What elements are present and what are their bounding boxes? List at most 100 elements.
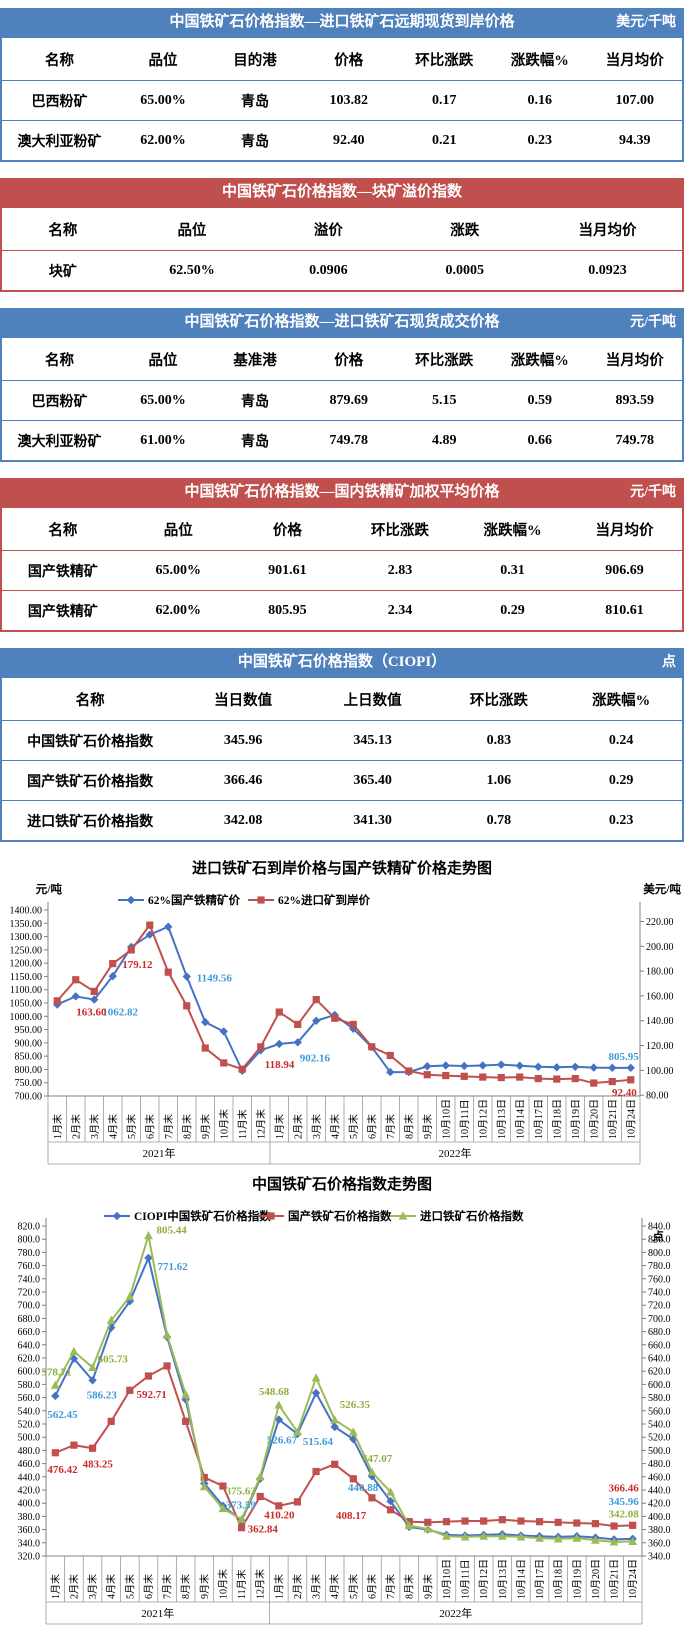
- table-cell: 0.17: [396, 80, 492, 121]
- right-tick-label: 500.0: [648, 1446, 671, 1457]
- chart-block-cfr-vs-domestic: 进口铁矿石到岸价格与国产铁精矿价格走势图 700.00 750.00 800.00 8…: [0, 858, 684, 1172]
- table-row: 国产铁矿石价格指数 366.46 365.40 1.06 0.29: [1, 760, 683, 801]
- table-row: 国产铁精矿 65.00% 901.61 2.83 0.31 906.69: [1, 550, 683, 591]
- column-header: 价格: [301, 37, 397, 81]
- data-point-marker: [608, 1077, 616, 1086]
- table-cell: 5.15: [396, 380, 492, 421]
- data-point-marker: [275, 1039, 284, 1049]
- data-point-marker: [386, 1067, 395, 1077]
- table-row: 进口铁矿石价格指数 342.08 341.30 0.78 0.23: [1, 800, 683, 841]
- data-point-marker: [255, 1472, 265, 1481]
- price-table-3: 中国铁矿石价格指数—进口铁矿石现货成交价格 元/千吨 名称 品位 基准港 价格 环比涨跌 涨跌…: [0, 308, 684, 462]
- x-axis-label: 6月末: [143, 1114, 156, 1139]
- table-cell: 0.83: [437, 720, 561, 761]
- x-axis-label: 11月末: [235, 1569, 248, 1599]
- x-axis-label: 7月末: [161, 1574, 174, 1599]
- data-point-marker: [219, 1482, 227, 1490]
- table-cell: 国产铁矿石价格指数: [1, 760, 179, 801]
- column-header: 名称: [1, 507, 124, 551]
- left-tick-label: 1150.00: [10, 972, 42, 983]
- left-tick-label: 580.0: [18, 1380, 41, 1391]
- data-point-marker: [237, 1514, 246, 1523]
- x-axis-label: 10月21日: [609, 1559, 621, 1599]
- table-cell: 国产铁精矿: [1, 590, 124, 631]
- left-tick-label: 780.0: [18, 1248, 41, 1259]
- data-point-marker: [257, 1043, 265, 1051]
- table-row: 巴西粉矿 65.00% 青岛 879.69 5.15 0.59 893.59: [1, 380, 683, 421]
- price-table-5: 中国铁矿石价格指数（CIOPI）点名称 当日数值 上日数值 环比涨跌 涨跌幅% 中国铁矿石…: [0, 648, 684, 842]
- table-cell: 0.16: [492, 80, 588, 121]
- data-point-marker: [552, 1063, 561, 1072]
- table-cell: 2.83: [341, 550, 458, 591]
- data-point-marker: [199, 1482, 209, 1491]
- data-point-marker: [256, 1492, 264, 1501]
- table-cell: 0.0005: [396, 250, 533, 291]
- right-tick-label: 440.0: [648, 1486, 671, 1497]
- column-header: 涨跌幅%: [492, 337, 588, 381]
- x-axis-label: 10月末: [216, 1569, 229, 1599]
- x-axis-label: 9月末: [198, 1574, 211, 1599]
- right-tick-label: 560.0: [648, 1406, 671, 1417]
- right-tick-label: 820.0: [648, 1235, 671, 1246]
- left-tick-label: 740.0: [18, 1274, 41, 1285]
- right-tick-label: 120.00: [646, 1041, 674, 1052]
- data-point-marker: [71, 992, 80, 1001]
- left-axis-unit: 元/吨: [36, 882, 63, 896]
- left-tick-label: 640.0: [18, 1340, 41, 1351]
- table-cell: 0.31: [457, 550, 568, 591]
- column-header: 品位: [123, 207, 261, 251]
- data-point-marker: [181, 1389, 191, 1398]
- data-point-marker: [517, 1517, 525, 1525]
- x-axis-label: 5月末: [123, 1574, 136, 1599]
- data-label: 362.84: [248, 1524, 279, 1536]
- left-tick-label: 660.0: [18, 1327, 41, 1338]
- x-axis-label: 8月末: [403, 1574, 416, 1599]
- table-cell: 65.00%: [116, 380, 209, 421]
- left-tick-label: 900.00: [15, 1038, 43, 1049]
- column-header: 环比涨跌: [437, 677, 561, 721]
- data-label: 410.20: [264, 1509, 295, 1521]
- column-header: 名称: [1, 207, 124, 251]
- data-label: 1149.56: [197, 973, 233, 985]
- data-point-marker: [112, 1211, 122, 1221]
- price-table-2: 中国铁矿石价格指数—块矿溢价指数 名称 品位 溢价 涨跌 当月均价 块矿 62.50% 0.09…: [0, 178, 684, 292]
- left-tick-label: 440.0: [18, 1472, 41, 1483]
- data-point-marker: [70, 1441, 78, 1449]
- data-point-marker: [293, 1038, 302, 1047]
- x-axis-label: 9月末: [421, 1114, 434, 1139]
- data-label: 179.12: [122, 959, 153, 971]
- table-cell: 0.0923: [532, 250, 683, 291]
- data-label: 805.44: [156, 1225, 187, 1237]
- x-axis-label: 10月20日: [590, 1559, 602, 1599]
- data-point-marker: [125, 1292, 135, 1301]
- column-header: 涨跌幅%: [560, 677, 683, 721]
- left-tick-label: 1100.00: [10, 985, 42, 996]
- data-point-marker: [257, 896, 265, 904]
- data-point-marker: [107, 1417, 115, 1425]
- table-row: 国产铁精矿 62.00% 805.95 2.34 0.29 810.61: [1, 590, 683, 631]
- price-table-1: 中国铁矿石价格指数—进口铁矿石远期现货到岸价格 美元/千吨 名称 品位 目的港 价格 环比涨…: [0, 8, 684, 162]
- table-header-row: 名称 品位 目的港 价格 环比涨跌 涨跌幅% 当月均价: [1, 37, 683, 81]
- data-point-marker: [423, 1071, 431, 1079]
- x-axis-label: 10月14日: [515, 1559, 527, 1599]
- right-tick-label: 360.0: [648, 1538, 671, 1549]
- x-axis-label: 10月11日: [460, 1559, 472, 1599]
- data-label: 902.16: [300, 1052, 331, 1064]
- x-axis-label: 2月末: [291, 1574, 304, 1599]
- left-tick-label: 460.0: [18, 1459, 41, 1470]
- data-point-marker: [293, 1427, 302, 1436]
- left-tick-label: 420.0: [18, 1486, 41, 1497]
- table-cell: 65.00%: [123, 550, 233, 591]
- chart-canvas-0: 700.00 750.00 800.00 850.00 900.00 950.00 1000…: [10, 882, 681, 1165]
- data-point-marker: [312, 996, 320, 1004]
- column-header: 名称: [1, 37, 117, 81]
- table-cell: 0.29: [560, 760, 683, 801]
- table-cell: 0.21: [396, 120, 492, 161]
- data-point-marker: [331, 1460, 339, 1468]
- data-point-marker: [367, 1467, 377, 1476]
- left-tick-label: 820.0: [18, 1222, 41, 1233]
- year-label: 2022年: [439, 1146, 472, 1160]
- table-cell: 4.89: [396, 420, 492, 461]
- data-label: 447.07: [362, 1453, 393, 1465]
